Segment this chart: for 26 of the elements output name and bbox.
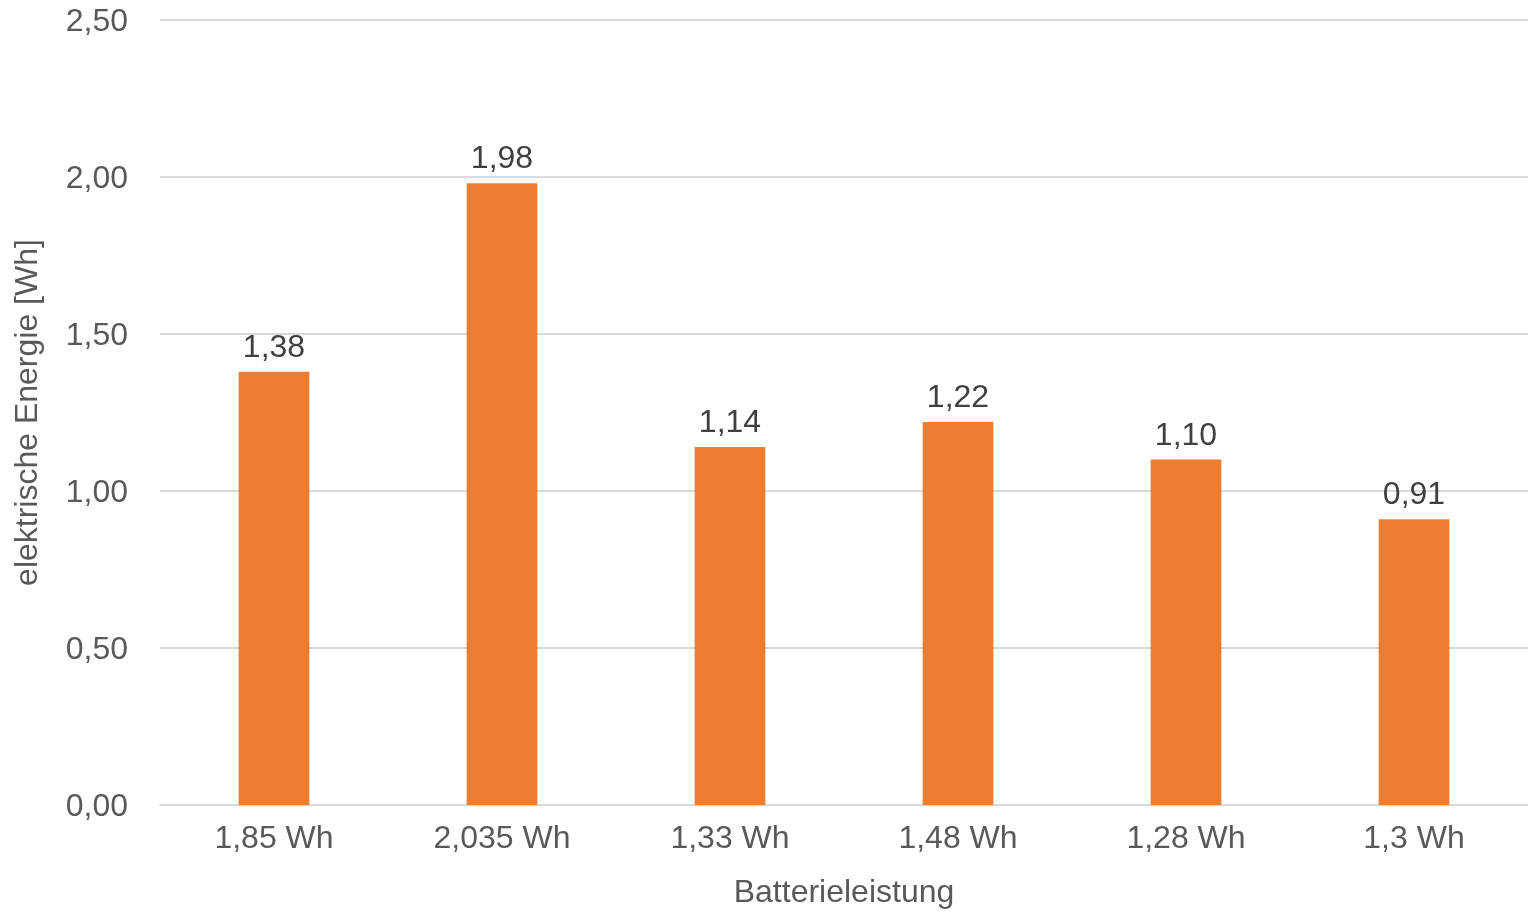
y-tick-label: 1,00: [65, 473, 128, 509]
y-tick-label: 0,00: [65, 787, 128, 823]
x-tick-label: 1,48 Wh: [898, 819, 1018, 855]
x-tick-label: 2,035 Wh: [433, 819, 571, 855]
y-tick-label: 2,50: [65, 2, 128, 38]
data-label: 1,14: [698, 403, 762, 440]
bar: [466, 183, 538, 805]
x-tick-label: 1,33 Wh: [670, 819, 790, 855]
y-tick-label: 2,00: [65, 159, 128, 195]
data-label: 1,22: [926, 377, 990, 414]
data-label: 1,98: [470, 139, 534, 176]
y-tick-label: 0,50: [65, 630, 128, 666]
x-tick-label: 1,3 Wh: [1363, 819, 1465, 855]
bar: [694, 447, 766, 805]
x-axis-title: Batterieleistung: [733, 873, 955, 909]
bar: [238, 371, 310, 805]
x-tick-label: 1,85 Wh: [214, 819, 334, 855]
y-tick-label: 1,50: [65, 316, 128, 352]
bar: [922, 421, 994, 805]
data-label: 1,38: [242, 327, 306, 364]
y-axis-title: elektrische Energie [Wh]: [8, 239, 44, 586]
x-tick-label: 1,28 Wh: [1126, 819, 1246, 855]
bar: [1378, 519, 1450, 805]
data-label: 0,91: [1382, 475, 1446, 512]
data-label: 1,10: [1154, 415, 1218, 452]
bar: [1150, 459, 1222, 805]
